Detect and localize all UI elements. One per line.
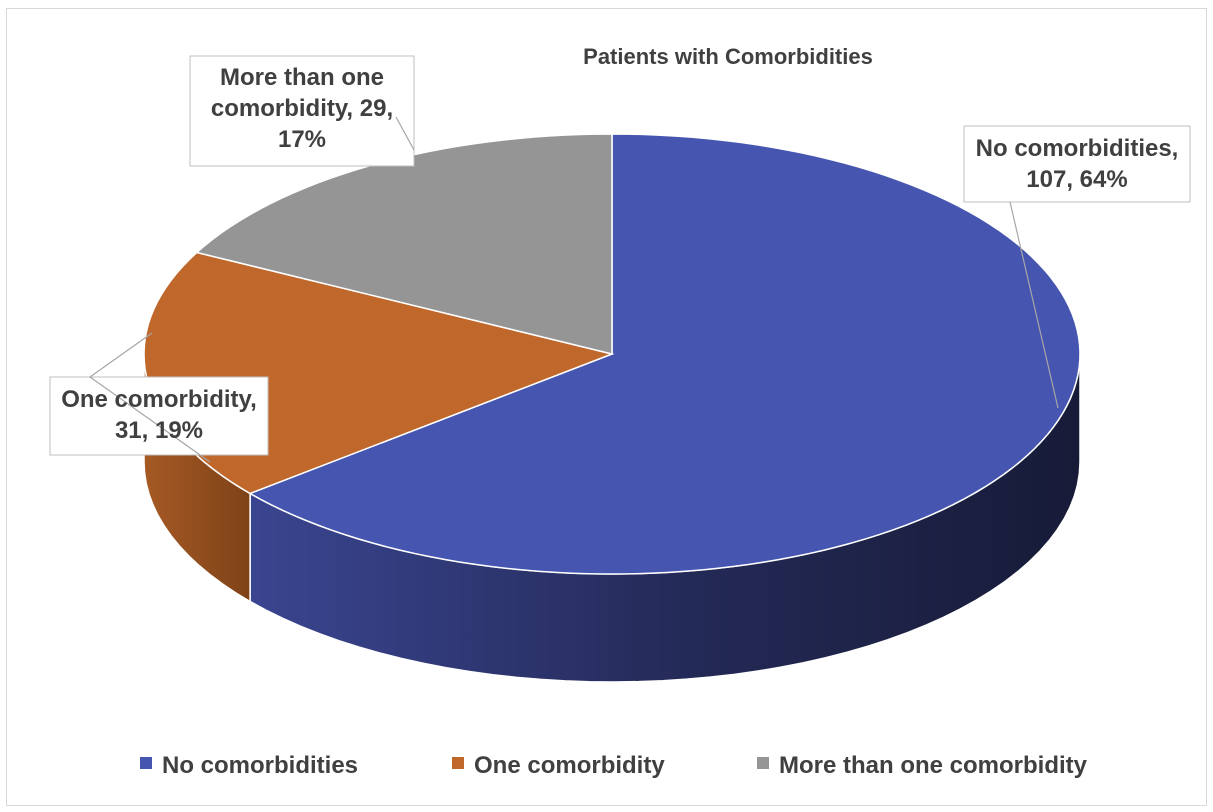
legend-item-more-than-one-comorbidity: More than one comorbidity — [757, 752, 1088, 779]
data-label-text: One comorbidity, — [61, 386, 257, 413]
legend-label: One comorbidity — [474, 752, 665, 779]
data-label-no-comorbidities: No comorbidities, 107, 64% — [963, 125, 1191, 409]
data-label-text: 107, 64% — [1026, 166, 1127, 193]
data-label-text: 31, 19% — [115, 417, 203, 444]
chart-title: Patients with Comorbidities — [583, 44, 873, 69]
legend-swatch — [757, 757, 769, 769]
data-label-more-than-one-comorbidity: More than one comorbidity, 29, 17% — [189, 55, 415, 167]
legend-item-one-comorbidity: One comorbidity — [452, 752, 665, 779]
legend-swatch — [452, 757, 464, 769]
data-label-text: comorbidity, 29, — [211, 95, 393, 122]
legend-item-no-comorbidities: No comorbidities — [140, 752, 358, 779]
legend-label: No comorbidities — [162, 752, 358, 779]
data-label-text: 17% — [278, 126, 326, 153]
data-label-text: More than one — [220, 64, 384, 91]
data-label-text: No comorbidities, — [976, 135, 1179, 162]
pie-slice-no-comorbidities — [248, 133, 1081, 575]
legend-swatch — [140, 757, 152, 769]
data-label-one-comorbidity: One comorbidity, 31, 19% — [49, 332, 269, 463]
legend-label: More than one comorbidity — [779, 752, 1088, 779]
